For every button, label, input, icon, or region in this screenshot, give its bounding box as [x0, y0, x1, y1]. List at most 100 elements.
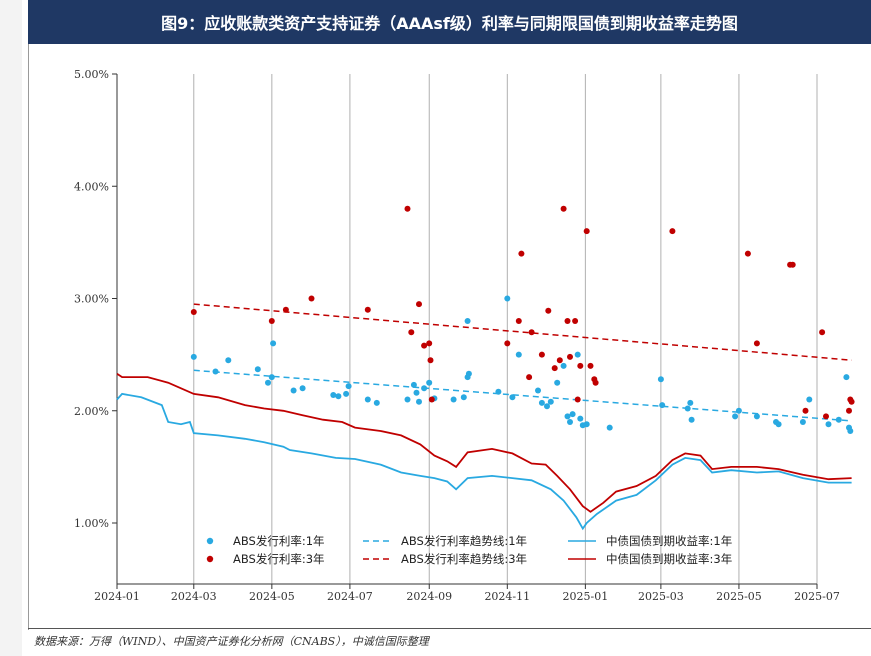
- scatter-point: [518, 250, 525, 257]
- scatter-point: [268, 318, 275, 324]
- source-note: 数据来源：万得（WIND）、中国资产证券化分析网（CNABS），中诚信国际整理: [34, 635, 429, 648]
- scatter-point: [799, 419, 806, 425]
- yield-line: [116, 372, 852, 513]
- scatter-point: [564, 413, 571, 420]
- x-tick-label: 2024-03: [171, 590, 217, 603]
- y-tick-label: 1.00%: [74, 517, 109, 530]
- scatter-point: [190, 309, 197, 315]
- y-tick-label: 4.00%: [74, 180, 109, 193]
- y-tick-label: 2.00%: [74, 405, 109, 418]
- scatter-point: [684, 405, 691, 412]
- scatter-point: [556, 357, 563, 364]
- scatter-point: [547, 398, 554, 405]
- scatter-point: [577, 415, 584, 422]
- scatter-point: [560, 205, 567, 212]
- scatter-points: [190, 205, 855, 434]
- scatter-point: [427, 357, 434, 364]
- scatter-point: [688, 416, 695, 423]
- scatter-point: [225, 357, 232, 364]
- legend-label: ABS发行利率趋势线:1年: [401, 534, 527, 548]
- axes: 2024-01 2024-03 2024-05 2024-07 2024-09 2024-…: [74, 68, 840, 603]
- scatter-point: [190, 353, 197, 360]
- scatter-point: [404, 205, 411, 212]
- scatter-point: [270, 340, 277, 347]
- scatter-point: [528, 329, 535, 336]
- scatter-point: [345, 383, 352, 390]
- legend: ABS发行利率:1年 ABS发行利率趋势线:1年 中债国债到期收益率:1年 ABS发行…: [206, 534, 732, 566]
- scatter-point: [732, 413, 739, 420]
- scatter-point: [515, 351, 522, 358]
- scatter-point: [753, 340, 760, 347]
- yield-lines: [116, 372, 852, 531]
- trend-line: [193, 303, 852, 361]
- scatter-point: [577, 362, 584, 369]
- scatter-point: [265, 379, 271, 386]
- legend-label: 中债国债到期收益率:1年: [606, 534, 732, 548]
- chart-frame: [28, 44, 871, 630]
- x-tick-label: 2025-01: [563, 590, 609, 603]
- y-tick-label: 5.00%: [74, 68, 109, 81]
- scatter-point: [535, 387, 541, 394]
- scatter-point: [835, 416, 842, 423]
- scatter-point: [544, 403, 550, 410]
- legend-label: ABS发行利率趋势线:3年: [401, 552, 527, 566]
- scatter-point: [574, 396, 581, 403]
- scatter-point: [450, 396, 457, 403]
- scatter-point: [538, 399, 545, 406]
- chart-title: 图9：应收账款类资产支持证券（AAAsf级）利率与同期限国债到期收益率走势图: [28, 0, 871, 44]
- scatter-point: [290, 387, 297, 394]
- scatter-point: [657, 376, 664, 383]
- scatter-point: [583, 421, 590, 428]
- scatter-point: [504, 295, 511, 302]
- scatter-point: [587, 362, 594, 369]
- scatter-point: [410, 381, 417, 388]
- x-tick-label: 2024-11: [484, 590, 530, 603]
- scatter-point: [574, 351, 581, 358]
- scatter-point: [330, 392, 337, 398]
- x-tick-label: 2025-07: [794, 590, 840, 603]
- scatter-point: [426, 379, 433, 386]
- scatter-point: [848, 398, 855, 405]
- scatter-point: [847, 428, 854, 434]
- legend-marker: [206, 555, 214, 563]
- scatter-point: [268, 374, 275, 381]
- scatter-point: [509, 394, 516, 401]
- scatter-point: [408, 329, 415, 336]
- scatter-point: [526, 374, 533, 381]
- scatter-point: [567, 419, 573, 425]
- scatter-point: [789, 261, 796, 268]
- scatter-point: [592, 379, 599, 386]
- scatter-point: [416, 398, 422, 405]
- scatter-point: [551, 365, 558, 372]
- scatter-point: [735, 407, 742, 414]
- scatter-point: [464, 318, 471, 324]
- legend-label: 中债国债到期收益率:3年: [606, 552, 732, 566]
- scatter-point: [421, 342, 428, 349]
- scatter-point: [254, 366, 261, 373]
- scatter-point: [554, 379, 561, 386]
- scatter-point: [413, 389, 420, 396]
- scatter-point: [843, 374, 850, 381]
- scatter-point: [819, 329, 826, 336]
- x-tick-label: 2024-01: [94, 590, 140, 603]
- scatter-point: [569, 411, 576, 418]
- legend-marker: [206, 537, 214, 545]
- scatter-point: [282, 306, 289, 313]
- scatter-point: [364, 306, 371, 313]
- scatter-point: [515, 318, 522, 324]
- scatter-point: [659, 402, 666, 409]
- scatter-point: [343, 390, 350, 397]
- scatter-point: [428, 396, 435, 403]
- x-tick-label: 2025-03: [638, 590, 684, 603]
- scatter-point: [687, 399, 694, 406]
- page-left-margin: [0, 0, 22, 656]
- scatter-point: [426, 340, 433, 347]
- scatter-point: [564, 318, 571, 324]
- scatter-point: [460, 394, 467, 401]
- scatter-point: [823, 413, 829, 420]
- gridlines: [116, 74, 818, 584]
- scatter-point: [299, 385, 306, 392]
- scatter-point: [669, 228, 676, 235]
- scatter-point: [504, 340, 511, 347]
- legend-label: ABS发行利率:3年: [233, 552, 325, 566]
